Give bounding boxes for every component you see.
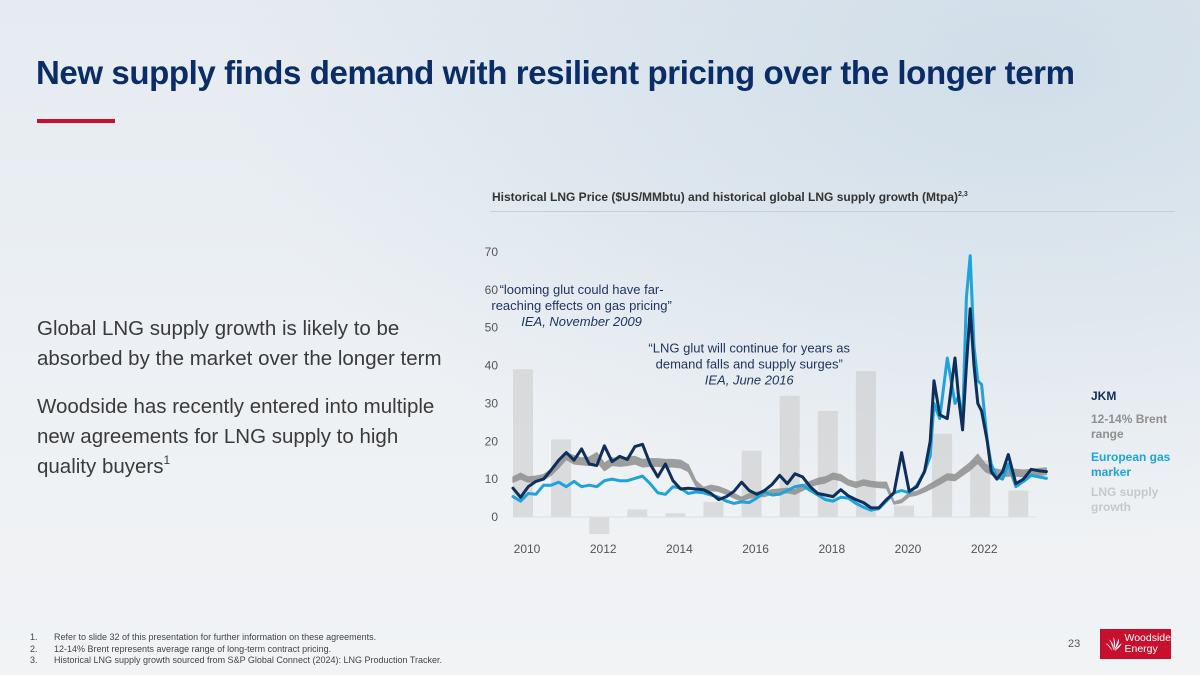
legend-jkm-label: JKM <box>1091 389 1117 403</box>
y-tick-40: 40 <box>485 359 499 373</box>
x-tick-2020: 2020 <box>895 542 922 556</box>
chart-title-text: Historical LNG Price ($US/MMbtu) and his… <box>492 190 959 204</box>
x-tick-2018: 2018 <box>818 542 845 556</box>
woodside-energy-logo: Woodside Energy <box>1100 629 1171 659</box>
y-tick-30: 30 <box>485 396 499 410</box>
body-paragraph-1-text: Global LNG supply growth is likely to be… <box>37 317 442 370</box>
page-number: 23 <box>1068 638 1081 650</box>
x-tick-2016: 2016 <box>742 542 769 556</box>
annotation-1-line-2: reaching effects on gas pricing” <box>491 298 671 313</box>
series-brent-range-band <box>512 452 1047 505</box>
supply-growth-bars <box>513 369 1029 535</box>
supply-bar-2016 <box>741 450 762 517</box>
chart-annotations: “looming glut could have far-reaching ef… <box>491 282 850 388</box>
x-tick-2010: 2010 <box>514 542 541 556</box>
logo-text: Woodside Energy <box>1124 633 1171 655</box>
footnote-2: 2. 12-14% Brent represents average range … <box>30 644 442 656</box>
x-tick-2022: 2022 <box>971 542 998 556</box>
footnote-1: 1. Refer to slide 32 of this presentation… <box>30 632 442 644</box>
y-tick-0: 0 <box>491 510 498 524</box>
y-tick-20: 20 <box>485 434 499 448</box>
title-accent-rule <box>37 119 115 123</box>
slide-title: New supply finds demand with resilient p… <box>36 54 1075 91</box>
supply-bar-2019 <box>855 371 876 517</box>
logo-text-line2: Energy <box>1124 643 1158 655</box>
x-tick-2014: 2014 <box>666 542 693 556</box>
supply-bar-2011 <box>551 439 572 517</box>
x-tick-2012: 2012 <box>590 542 617 556</box>
chart-title: Historical LNG Price ($US/MMbtu) and his… <box>492 190 968 204</box>
legend-lng-supply-growth: LNG supply growth <box>1091 485 1171 515</box>
price-lines <box>511 254 1048 512</box>
annotation-1-line-1: “looming glut could have far- <box>500 282 664 297</box>
footnote-3-number: 3. <box>30 655 38 665</box>
supply-bar-2017 <box>779 395 800 517</box>
supply-bar-2018 <box>817 410 838 517</box>
footnote-1-text: Refer to slide 32 of this presentation f… <box>54 632 377 642</box>
annotation-2-line-2: demand falls and supply surges” <box>656 357 843 372</box>
y-tick-10: 10 <box>485 472 499 486</box>
supply-bar-2023 <box>1008 490 1029 517</box>
legend-european-gas-marker-label: European gas marker <box>1091 450 1171 479</box>
legend-european-gas-marker: European gas marker <box>1091 450 1171 480</box>
footnote-3-text: Historical LNG supply growth sourced fro… <box>54 655 443 665</box>
footnotes: 1. Refer to slide 32 of this presentation… <box>30 632 442 667</box>
annotation-1-source: IEA, November 2009 <box>521 314 642 329</box>
supply-bar-2020 <box>894 505 914 517</box>
footnote-1-number: 1. <box>30 632 38 642</box>
supply-bar-2022 <box>970 460 991 517</box>
y-axis-ticks: 0 10 20 30 40 50 60 70 <box>485 245 499 524</box>
annotation-2-source: IEA, June 2016 <box>705 373 795 388</box>
supply-bar-2013 <box>627 509 648 517</box>
brent-band <box>512 452 1047 505</box>
y-tick-60: 60 <box>485 283 499 297</box>
supply-bar-2012 <box>589 517 610 535</box>
body-paragraph-1: Global LNG supply growth is likely to be… <box>37 314 457 374</box>
x-axis-ticks: 2010 2012 2014 2016 2018 2020 2022 <box>514 542 998 556</box>
body-paragraph-2: Woodside has recently entered into multi… <box>37 392 457 482</box>
annotation-2-line-1: “LNG glut will continue for years as <box>648 341 850 356</box>
legend-lng-supply-growth-label: LNG supply growth <box>1091 485 1159 514</box>
logo-text-line1: Woodside <box>1124 632 1171 644</box>
supply-bar-2021 <box>932 433 953 517</box>
footnote-3: 3. Historical LNG supply growth sourced f… <box>30 655 442 667</box>
legend-brent-range: 12-14% Brent range <box>1091 412 1171 442</box>
footnote-ref-1: 1 <box>163 453 171 467</box>
legend-brent-range-label: 12-14% Brent range <box>1091 412 1168 441</box>
footnote-2-number: 2. <box>30 643 38 654</box>
footnote-2-text: 12-14% Brent represents average range of… <box>54 643 332 654</box>
chart-title-divider <box>490 211 1175 212</box>
chart-title-footnote-ref: 2,3 <box>958 191 968 198</box>
supply-bar-2015 <box>703 501 724 517</box>
series-jkm-line <box>511 307 1048 510</box>
supply-bar-2014 <box>665 513 686 517</box>
y-tick-70: 70 <box>485 245 499 259</box>
y-tick-50: 50 <box>485 321 499 335</box>
series-european-gas-marker-line <box>511 254 1048 512</box>
legend-jkm: JKM <box>1091 389 1116 404</box>
woodside-logo-icon <box>1105 636 1122 652</box>
body-paragraph-2-text: Woodside has recently entered into multi… <box>37 395 435 478</box>
